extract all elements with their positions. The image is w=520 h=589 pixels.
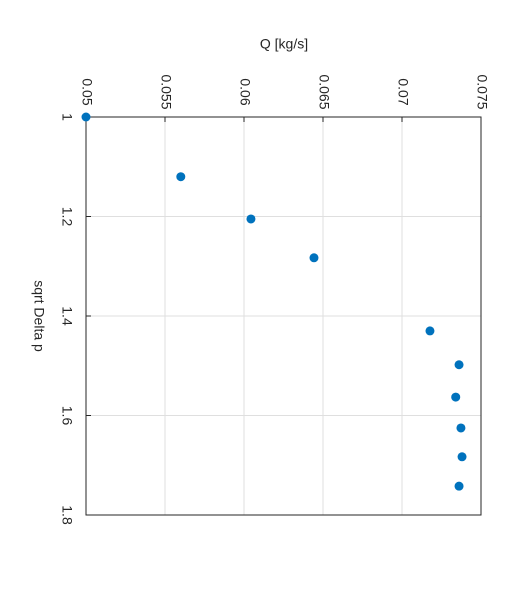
x-tick-label: 1.8: [59, 505, 75, 525]
x-tick-label: 1.4: [59, 306, 75, 326]
y-tick-label: 0.07: [395, 78, 411, 105]
point: [454, 481, 464, 491]
point: [454, 360, 464, 370]
x-tick-label: 1.6: [59, 406, 75, 426]
point: [81, 112, 91, 122]
point: [246, 214, 256, 224]
y-tick-label: 0.075: [474, 74, 490, 109]
axes-box: [85, 116, 482, 516]
point: [309, 253, 319, 263]
point: [176, 172, 186, 182]
y-axis-label: Q [kg/s]: [260, 36, 308, 52]
x-axis-label: sqrt Delta p: [31, 280, 47, 352]
y-tick-label: 0.055: [158, 74, 174, 109]
y-tick-label: 0.05: [79, 78, 95, 105]
point: [456, 423, 466, 433]
point: [457, 452, 467, 462]
point: [451, 392, 461, 402]
point: [425, 326, 435, 336]
x-tick-label: 1.2: [59, 207, 75, 227]
y-tick-label: 0.065: [316, 74, 332, 109]
x-tick-label: 1: [59, 113, 75, 121]
y-tick-label: 0.06: [237, 78, 253, 105]
